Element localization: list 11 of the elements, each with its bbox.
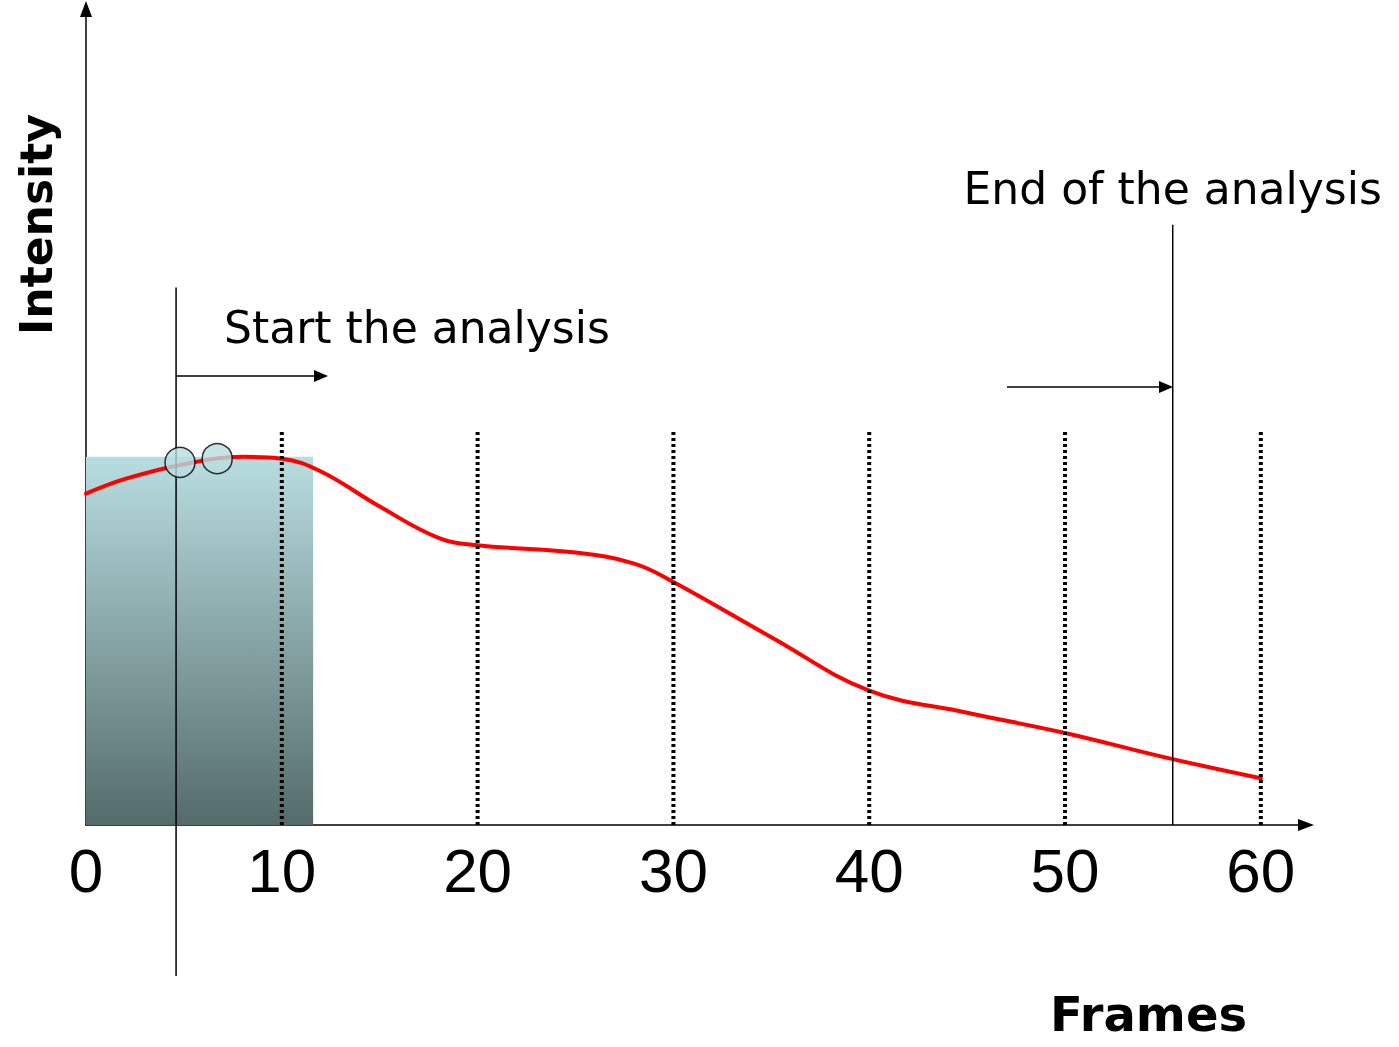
x-tick-label: 0 — [68, 835, 104, 905]
x-tick-label: 10 — [247, 835, 317, 905]
x-tick-label: 20 — [443, 835, 513, 905]
x-tick-label: 40 — [834, 835, 904, 905]
x-tick-label: 30 — [638, 835, 708, 905]
ref-line-label: End of the analysis — [963, 162, 1382, 214]
y-axis-title: Intensity — [10, 114, 62, 335]
x-axis-title: Frames — [1050, 986, 1247, 1042]
x-tick-label: 60 — [1226, 835, 1296, 905]
ref-line-label: Start the analysis — [224, 302, 610, 354]
x-tick-label: 50 — [1030, 835, 1100, 905]
